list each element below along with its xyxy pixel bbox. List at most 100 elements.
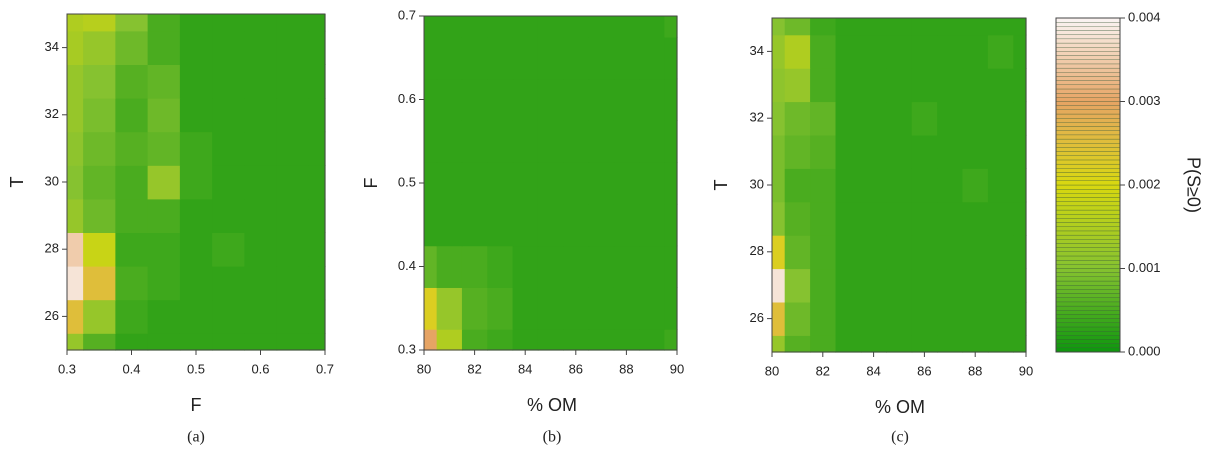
x-tick-label: 82 — [467, 361, 481, 376]
heat-cell — [835, 335, 862, 353]
colorbar-band — [1055, 259, 1121, 265]
heat-cell — [911, 168, 938, 203]
y-tick-label: 32 — [750, 110, 764, 125]
colorbar-band — [1055, 159, 1121, 165]
heat-cell — [212, 232, 245, 267]
colorbar-band — [1055, 80, 1121, 85]
heat-cell — [664, 78, 678, 121]
heat-cell — [937, 268, 964, 303]
heat-cell — [424, 203, 438, 247]
heat-cell — [244, 198, 278, 233]
heat-cell — [772, 235, 786, 270]
colorbar-band — [1055, 34, 1121, 40]
heat-cell — [424, 16, 438, 38]
heat-cell — [67, 165, 84, 200]
colorbar-band — [1055, 218, 1121, 223]
heat-cell — [436, 16, 463, 38]
y-tick-label: 34 — [45, 39, 59, 54]
heat-cell — [860, 301, 887, 336]
colorbar-band — [1055, 126, 1121, 131]
heat-cell — [639, 287, 665, 330]
heat-cell — [461, 36, 488, 80]
heat-cell — [962, 201, 989, 236]
heat-cell — [835, 201, 862, 236]
heat-cell — [588, 78, 615, 121]
heat-cell — [772, 168, 786, 203]
colorbar-band — [1055, 118, 1121, 123]
x-tick-label: 90 — [670, 361, 684, 376]
colorbar-band — [1055, 305, 1121, 311]
heat-cell — [276, 14, 310, 32]
heat-cell — [987, 134, 1014, 169]
heat-cell — [436, 78, 463, 121]
heat-cell — [83, 266, 116, 301]
heat-cell — [911, 68, 938, 103]
heat-cell — [179, 30, 213, 65]
heat-cell — [308, 232, 326, 267]
heat-cell — [810, 18, 837, 36]
heat-cell — [83, 299, 116, 334]
heat-cell — [784, 18, 811, 36]
colorbar-band — [1055, 272, 1121, 277]
heat-cell — [1013, 168, 1027, 203]
heat-cell — [588, 120, 615, 163]
heat-cell — [664, 120, 678, 163]
colorbar-band — [1055, 209, 1121, 215]
heat-cell — [147, 232, 181, 267]
y-axis-label: T — [711, 180, 731, 191]
heat-cell — [613, 329, 640, 351]
heat-cell — [563, 162, 590, 205]
colorbar-band — [1055, 97, 1121, 102]
heat-cell — [179, 232, 213, 267]
colorbar-band — [1055, 285, 1121, 290]
heat-cell — [664, 16, 678, 38]
heat-cell — [784, 101, 811, 136]
heat-cell — [987, 235, 1014, 270]
heat-cell — [461, 162, 488, 205]
heat-cell — [962, 101, 989, 136]
heat-cell — [179, 98, 213, 133]
heat-cell — [487, 120, 514, 163]
heat-cell — [613, 36, 640, 80]
colorbar-band — [1055, 301, 1121, 307]
colorbar-band — [1055, 268, 1121, 273]
heat-cell — [1013, 18, 1027, 36]
heat-cell — [487, 162, 514, 205]
heat-cell — [487, 287, 514, 330]
heat-cell — [461, 16, 488, 38]
heat-cell — [244, 64, 278, 99]
heat-cell — [835, 235, 862, 270]
heat-cell — [512, 120, 539, 163]
colorbar-band — [1055, 289, 1121, 294]
heat-cell — [886, 101, 913, 136]
heat-cell — [308, 165, 326, 200]
heat-cell — [911, 134, 938, 169]
y-tick-label: 26 — [750, 310, 764, 325]
heat-cell — [962, 34, 989, 69]
heat-cell — [613, 287, 640, 330]
y-tick-label: 32 — [45, 106, 59, 121]
heat-cell — [308, 64, 326, 99]
heat-cell — [179, 333, 213, 351]
heat-cell — [115, 14, 149, 32]
colorbar-band — [1055, 134, 1121, 140]
heat-cell — [563, 287, 590, 330]
heat-cell — [212, 165, 245, 200]
heat-cell — [639, 329, 665, 351]
heat-cell — [911, 101, 938, 136]
heat-cell — [487, 203, 514, 247]
heat-cell — [1013, 101, 1027, 136]
heat-cell — [911, 235, 938, 270]
x-tick-label: 80 — [765, 363, 779, 378]
colorbar-band — [1055, 243, 1121, 248]
heat-cell — [860, 18, 887, 36]
colorbar-band — [1055, 93, 1121, 98]
heat-cell — [588, 287, 615, 330]
heat-cell — [962, 168, 989, 203]
heat-cell — [424, 36, 438, 80]
heat-cell — [115, 98, 149, 133]
colorbar-band — [1055, 122, 1121, 127]
x-tick-label: 86 — [569, 361, 583, 376]
heat-cell — [639, 120, 665, 163]
colorbar-band — [1055, 322, 1121, 328]
